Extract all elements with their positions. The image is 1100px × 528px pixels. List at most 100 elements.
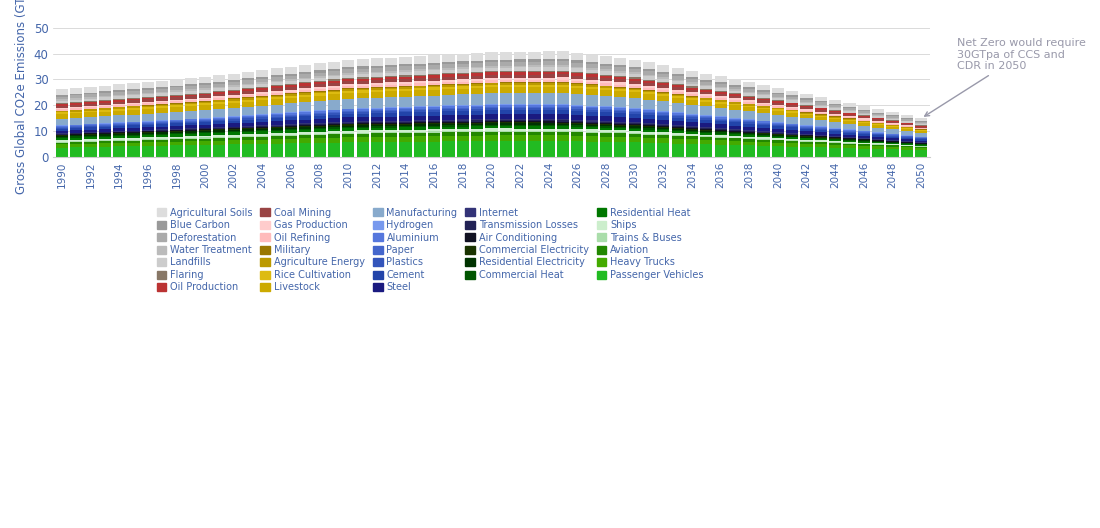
Bar bbox=[815, 130, 827, 133]
Bar bbox=[256, 90, 268, 92]
Bar bbox=[614, 87, 626, 88]
Bar bbox=[128, 91, 140, 94]
Bar bbox=[872, 122, 884, 123]
Bar bbox=[299, 88, 311, 90]
Bar bbox=[715, 121, 727, 125]
Bar bbox=[371, 85, 383, 87]
Bar bbox=[614, 73, 626, 76]
Bar bbox=[671, 121, 684, 125]
Bar bbox=[801, 109, 813, 111]
Bar bbox=[528, 110, 540, 115]
Bar bbox=[256, 136, 268, 137]
Bar bbox=[772, 140, 784, 143]
Bar bbox=[614, 110, 626, 111]
Bar bbox=[128, 122, 140, 124]
Bar bbox=[99, 127, 111, 129]
Bar bbox=[85, 144, 97, 147]
Bar bbox=[600, 124, 612, 125]
Bar bbox=[744, 100, 756, 102]
Bar bbox=[456, 54, 469, 61]
Bar bbox=[299, 78, 311, 79]
Bar bbox=[801, 115, 813, 118]
Bar bbox=[170, 112, 183, 119]
Bar bbox=[887, 121, 899, 122]
Bar bbox=[356, 79, 369, 81]
Bar bbox=[801, 94, 813, 98]
Bar bbox=[199, 93, 211, 96]
Bar bbox=[399, 137, 411, 142]
Bar bbox=[56, 131, 68, 134]
Bar bbox=[844, 138, 856, 139]
Bar bbox=[614, 127, 626, 128]
Bar bbox=[600, 63, 612, 66]
Bar bbox=[528, 65, 540, 67]
Bar bbox=[772, 124, 784, 125]
Bar bbox=[285, 128, 297, 129]
Bar bbox=[614, 107, 626, 108]
Bar bbox=[156, 120, 168, 121]
Bar bbox=[113, 116, 125, 122]
Bar bbox=[256, 119, 268, 122]
Bar bbox=[299, 134, 311, 135]
Bar bbox=[256, 106, 268, 114]
Bar bbox=[829, 110, 842, 111]
Bar bbox=[772, 138, 784, 139]
Bar bbox=[242, 89, 254, 91]
Bar bbox=[600, 78, 612, 81]
Bar bbox=[414, 70, 426, 71]
Bar bbox=[85, 99, 97, 101]
Bar bbox=[113, 109, 125, 111]
Bar bbox=[829, 104, 842, 105]
Bar bbox=[542, 108, 554, 110]
Bar bbox=[528, 108, 540, 110]
Bar bbox=[628, 90, 641, 92]
Bar bbox=[256, 87, 268, 88]
Bar bbox=[113, 123, 125, 124]
Bar bbox=[657, 72, 670, 74]
Bar bbox=[585, 126, 597, 127]
Bar bbox=[242, 127, 254, 128]
Bar bbox=[499, 78, 512, 80]
Bar bbox=[156, 130, 168, 131]
Bar bbox=[199, 118, 211, 119]
Bar bbox=[801, 127, 813, 128]
Bar bbox=[356, 108, 369, 109]
Bar bbox=[715, 135, 727, 137]
Bar bbox=[671, 130, 684, 131]
Bar bbox=[614, 125, 626, 126]
Bar bbox=[142, 137, 154, 139]
Bar bbox=[414, 126, 426, 127]
Bar bbox=[170, 121, 183, 122]
Bar bbox=[242, 137, 254, 140]
Bar bbox=[213, 137, 226, 138]
Bar bbox=[872, 141, 884, 142]
Bar bbox=[299, 97, 311, 102]
Bar bbox=[356, 83, 369, 86]
Bar bbox=[456, 105, 469, 106]
Bar bbox=[671, 139, 684, 144]
Bar bbox=[628, 81, 641, 83]
Bar bbox=[399, 86, 411, 87]
Bar bbox=[514, 62, 526, 65]
Bar bbox=[456, 69, 469, 73]
Bar bbox=[199, 96, 211, 98]
Bar bbox=[414, 66, 426, 70]
Bar bbox=[342, 99, 354, 109]
Bar bbox=[829, 138, 842, 139]
Bar bbox=[285, 126, 297, 127]
Bar bbox=[299, 111, 311, 112]
Bar bbox=[170, 122, 183, 124]
Bar bbox=[56, 127, 68, 128]
Bar bbox=[399, 107, 411, 108]
Bar bbox=[113, 101, 125, 103]
Bar bbox=[628, 124, 641, 125]
Bar bbox=[99, 110, 111, 111]
Bar bbox=[901, 139, 913, 142]
Bar bbox=[642, 143, 656, 156]
Bar bbox=[85, 101, 97, 102]
Bar bbox=[99, 108, 111, 110]
Bar bbox=[815, 140, 827, 142]
Bar bbox=[228, 140, 240, 145]
Bar bbox=[371, 88, 383, 90]
Bar bbox=[628, 60, 641, 67]
